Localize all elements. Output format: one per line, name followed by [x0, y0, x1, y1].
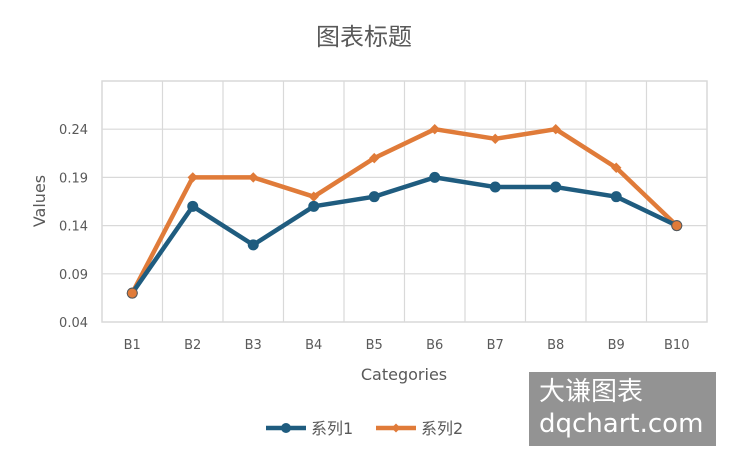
- legend-label: 系列1: [311, 419, 353, 438]
- x-axis-label: Categories: [361, 365, 447, 384]
- legend-item: 系列1: [266, 419, 353, 438]
- data-point: [429, 123, 440, 135]
- data-point: [369, 152, 380, 164]
- x-tick-label: B3: [245, 338, 262, 353]
- gridlines: [102, 81, 707, 322]
- x-tick-label: B6: [426, 338, 443, 353]
- data-point: [611, 162, 622, 173]
- data-point: [308, 200, 320, 212]
- x-tick-label: B5: [366, 338, 383, 353]
- y-axis-label: Values: [30, 175, 49, 227]
- legend: 系列1 系列2: [266, 419, 463, 438]
- legend-label: 系列2: [421, 419, 463, 438]
- series-line: [130, 175, 679, 296]
- y-tick-label: 0.24: [59, 123, 88, 138]
- data-point: [187, 172, 198, 183]
- data-point: [368, 191, 380, 203]
- y-tick-label: 0.19: [59, 171, 88, 186]
- x-tick-label: B4: [305, 338, 322, 353]
- y-axis-ticks: 0.04 0.09 0.14 0.19 0.24: [59, 123, 88, 331]
- legend-marker: [281, 423, 291, 433]
- x-tick-label: B7: [487, 338, 504, 353]
- data-point: [490, 133, 501, 145]
- series-layer: [126, 123, 683, 299]
- overlap-point: [671, 220, 683, 232]
- data-point: [187, 200, 199, 212]
- legend-item: 系列2: [376, 419, 463, 438]
- data-point: [550, 123, 561, 135]
- x-tick-label: B10: [664, 338, 689, 353]
- x-tick-label: B1: [124, 338, 141, 353]
- x-tick-label: B9: [608, 338, 625, 353]
- overlap-point: [126, 287, 138, 299]
- watermark: 大谦图表 dqchart.com: [529, 372, 716, 446]
- data-point: [489, 181, 501, 193]
- x-tick-label: B8: [547, 338, 564, 353]
- watermark-line2: dqchart.com: [539, 409, 704, 439]
- watermark-line1: 大谦图表: [539, 377, 644, 407]
- legend-marker: [391, 423, 401, 433]
- x-tick-label: B2: [184, 338, 201, 353]
- y-tick-label: 0.09: [59, 268, 88, 283]
- y-tick-label: 0.04: [59, 316, 88, 331]
- x-axis-ticks: B1 B2 B3 B4 B5 B6 B7 B8 B9 B10: [124, 338, 690, 353]
- data-point: [248, 172, 259, 183]
- y-tick-label: 0.14: [59, 220, 88, 235]
- data-point: [550, 181, 562, 193]
- series-line: [130, 126, 679, 296]
- chart-title: 图表标题: [316, 23, 412, 51]
- data-point: [429, 171, 441, 183]
- data-point: [610, 191, 622, 203]
- data-point: [247, 239, 259, 251]
